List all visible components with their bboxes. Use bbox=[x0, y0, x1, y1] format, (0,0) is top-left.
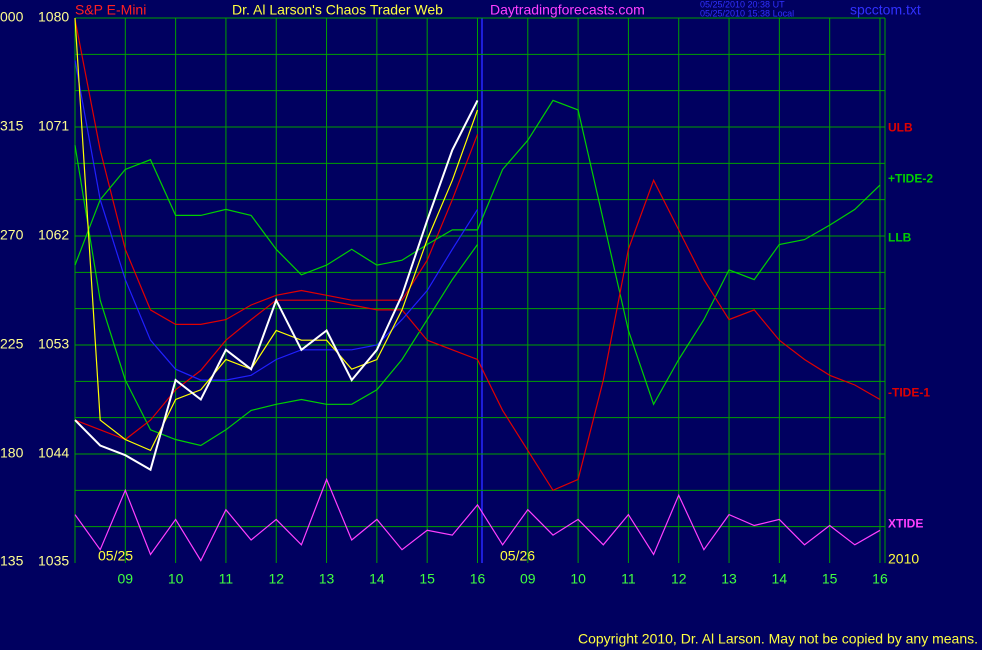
series-label: +TIDE-2 bbox=[888, 171, 933, 185]
series-label: ULB bbox=[888, 120, 913, 134]
x-tick-label: 10 bbox=[168, 571, 184, 587]
chart-title: Dr. Al Larson's Chaos Trader Web bbox=[232, 2, 443, 18]
x-tick-label: 15 bbox=[419, 571, 435, 587]
series-label: -TIDE-1 bbox=[888, 386, 930, 400]
x-tick-label: 12 bbox=[671, 571, 687, 587]
y2-tick-label: 225 bbox=[0, 336, 24, 352]
x-tick-label: 14 bbox=[369, 571, 385, 587]
x-tick-label: 16 bbox=[470, 571, 486, 587]
symbol: S&P E-Mini bbox=[75, 2, 146, 18]
x-tick-label: 09 bbox=[520, 571, 536, 587]
x-tick-label: 09 bbox=[118, 571, 134, 587]
x-tick-label: 14 bbox=[772, 571, 788, 587]
y2-tick-label: 135 bbox=[0, 553, 24, 569]
x-tick-label: 15 bbox=[822, 571, 838, 587]
x-tick-label: 12 bbox=[268, 571, 284, 587]
x-tick-label: 11 bbox=[219, 571, 234, 587]
x-tick-label: 13 bbox=[319, 571, 335, 587]
y-tick-label: 1035 bbox=[38, 553, 69, 569]
y2-tick-label: 270 bbox=[0, 227, 24, 243]
y-tick-label: 1071 bbox=[38, 118, 69, 134]
date-label: 05/25 bbox=[98, 548, 133, 564]
y-tick-label: 1062 bbox=[38, 227, 69, 243]
date-label: 2010 bbox=[888, 551, 919, 567]
filename: spcctom.txt bbox=[850, 2, 921, 18]
y2-tick-label: 000 bbox=[0, 9, 24, 25]
timestamp: 05/25/2010 15:38 Local bbox=[700, 8, 794, 18]
copyright: Copyright 2010, Dr. Al Larson. May not b… bbox=[578, 631, 978, 647]
y2-tick-label: 180 bbox=[0, 445, 24, 461]
website: Daytradingforecasts.com bbox=[490, 2, 645, 18]
series-label: XTIDE bbox=[888, 516, 923, 530]
series-line bbox=[74, 60, 479, 381]
y-tick-label: 1053 bbox=[38, 336, 69, 352]
y2-tick-label: 315 bbox=[0, 118, 24, 134]
series-line bbox=[74, 99, 881, 406]
series-line bbox=[74, 145, 478, 447]
x-tick-label: 11 bbox=[621, 571, 636, 587]
y-tick-label: 1044 bbox=[38, 445, 69, 461]
series-line bbox=[74, 178, 881, 492]
series-line bbox=[74, 477, 881, 562]
x-tick-label: 13 bbox=[721, 571, 737, 587]
series-label: LLB bbox=[888, 231, 912, 245]
timestamp: 05/25/2010 20:38 UT bbox=[700, 0, 785, 9]
date-label: 05/26 bbox=[500, 548, 535, 564]
y-tick-label: 1080 bbox=[38, 9, 69, 25]
series-line bbox=[74, 99, 479, 472]
x-tick-label: 10 bbox=[570, 571, 586, 587]
series-line bbox=[74, 17, 479, 452]
x-tick-label: 16 bbox=[872, 571, 888, 587]
